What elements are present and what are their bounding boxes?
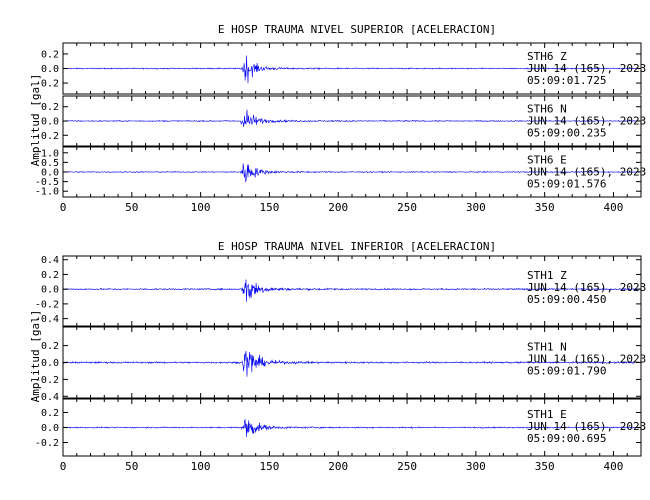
trace-station-label: STH1 E <box>527 408 567 421</box>
y-axis-label: Amplitud [gal] <box>29 310 42 403</box>
x-tick-label: 300 <box>466 460 486 473</box>
x-tick-label: 100 <box>191 201 211 214</box>
chart-upper: E HOSP TRAUMA NIVEL SUPERIOR [ACELERACIO… <box>29 23 646 214</box>
y-tick-label: 0.0 <box>41 168 59 179</box>
waveform-series-sth1-z <box>62 279 641 303</box>
trace-time-label: 05:09:01.576 <box>527 178 606 191</box>
y-tick-label: 0.0 <box>41 423 59 434</box>
trace-time-label: 05:09:01.725 <box>527 74 606 87</box>
trace-date-label: JUN 14 (165), 2023 <box>527 62 646 75</box>
y-tick-label: 1.0 <box>41 148 59 159</box>
x-tick-label: 150 <box>259 460 279 473</box>
y-tick-label: 0.0 <box>41 285 59 296</box>
x-tick-label: 350 <box>535 460 555 473</box>
waveform-series-sth6-z <box>62 55 641 84</box>
y-axis-label: Amplitud [gal] <box>29 74 42 167</box>
trace-station-label: STH6 E <box>527 154 567 167</box>
trace-station-label: STH1 N <box>527 340 567 353</box>
y-tick-label: 0.5 <box>41 158 59 169</box>
x-tick-label: 50 <box>125 201 138 214</box>
trace-station-label: STH6 N <box>527 103 567 116</box>
x-tick-label: 250 <box>397 201 417 214</box>
y-tick-label: 0.2 <box>41 270 59 281</box>
y-tick-label: 0.2 <box>41 102 59 113</box>
trace-station-label: STH6 Z <box>527 50 567 63</box>
x-tick-label: 50 <box>125 460 138 473</box>
y-tick-label: 0.2 <box>41 408 59 419</box>
waveform-series-sth6-e <box>63 163 641 183</box>
waveform-series-sth6-n <box>62 109 641 127</box>
trace-time-label: 05:09:00.235 <box>527 127 606 140</box>
trace-station-label: STH1 Z <box>527 269 567 282</box>
x-tick-label: 250 <box>397 460 417 473</box>
y-tick-label: -0.2 <box>35 131 59 142</box>
y-tick-label: -0.2 <box>35 438 59 449</box>
waveform-series-sth1-n <box>62 350 641 377</box>
waveform-series-sth1-e <box>62 419 641 438</box>
chart-lower: E HOSP TRAUMA NIVEL INFERIOR [ACELERACIO… <box>29 240 646 473</box>
chart-title: E HOSP TRAUMA NIVEL SUPERIOR [ACELERACIO… <box>218 23 496 36</box>
x-tick-label: 150 <box>259 201 279 214</box>
y-tick-label: -0.2 <box>35 375 59 386</box>
y-tick-label: 0.0 <box>41 117 59 128</box>
y-tick-label: 0.2 <box>41 341 59 352</box>
y-tick-label: -0.2 <box>35 79 59 90</box>
y-tick-label: -0.2 <box>35 299 59 310</box>
x-tick-label: 0 <box>60 201 67 214</box>
trace-date-label: JUN 14 (165), 2023 <box>527 166 646 179</box>
x-tick-label: 100 <box>191 460 211 473</box>
y-tick-label: 0.2 <box>41 49 59 60</box>
y-tick-label: -1.0 <box>35 187 59 198</box>
trace-time-label: 05:09:00.450 <box>527 293 606 306</box>
y-tick-label: 0.0 <box>41 64 59 75</box>
x-tick-label: 400 <box>604 460 624 473</box>
y-tick-label: 0.4 <box>41 255 59 266</box>
y-tick-label: 0.0 <box>41 358 59 369</box>
x-tick-label: 350 <box>535 201 555 214</box>
y-tick-label: -0.4 <box>35 314 59 325</box>
trace-time-label: 05:09:01.790 <box>527 364 606 377</box>
trace-date-label: JUN 14 (165), 2023 <box>527 352 646 365</box>
x-tick-label: 200 <box>328 201 348 214</box>
y-tick-label: -0.4 <box>35 392 59 403</box>
x-tick-label: 0 <box>60 460 67 473</box>
trace-time-label: 05:09:00.695 <box>527 432 606 445</box>
x-tick-label: 200 <box>328 460 348 473</box>
trace-date-label: JUN 14 (165), 2023 <box>527 281 646 294</box>
y-tick-label: -0.5 <box>35 177 59 188</box>
trace-date-label: JUN 14 (165), 2023 <box>527 420 646 433</box>
x-tick-label: 300 <box>466 201 486 214</box>
chart-title: E HOSP TRAUMA NIVEL INFERIOR [ACELERACIO… <box>218 240 496 253</box>
trace-date-label: JUN 14 (165), 2023 <box>527 115 646 128</box>
x-tick-label: 400 <box>604 201 624 214</box>
